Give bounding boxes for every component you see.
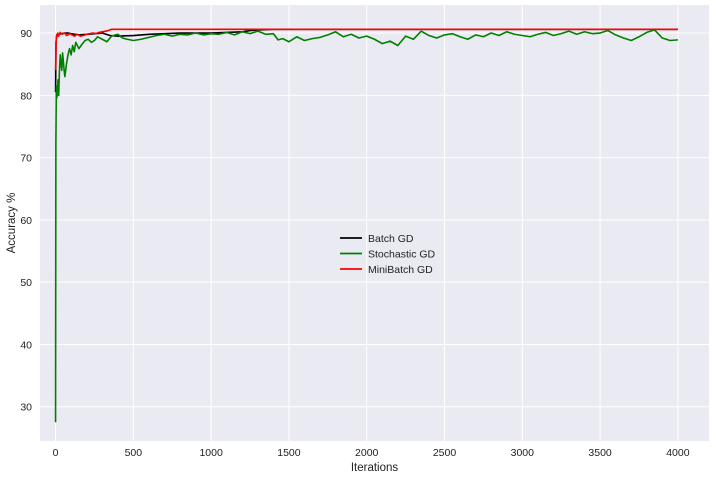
y-tick-label: 60	[20, 215, 32, 227]
x-tick-label: 2500	[433, 447, 457, 459]
x-tick-label: 0	[53, 447, 59, 459]
y-tick-label: 80	[20, 90, 32, 102]
x-tick-label: 500	[125, 447, 143, 459]
legend-label: MiniBatch GD	[368, 264, 433, 276]
y-axis-ticks: 30 40 50 60 70 80 90	[20, 28, 32, 414]
series-line-2	[54, 29, 678, 423]
y-tick-label: 90	[20, 28, 32, 40]
y-tick-label: 40	[20, 339, 32, 351]
legend-label: Stochastic GD	[368, 249, 436, 261]
series-line-3	[54, 28, 678, 71]
x-tick-label: 2000	[355, 447, 379, 459]
grid	[40, 5, 709, 441]
legend: Batch GD Stochastic GD MiniBatch GD	[340, 233, 436, 276]
x-tick-label: 3000	[511, 447, 535, 459]
y-tick-label: 50	[20, 277, 32, 289]
y-tick-label: 70	[20, 153, 32, 165]
x-tick-label: 1500	[277, 447, 301, 459]
y-tick-label: 30	[20, 402, 32, 414]
series-lines	[54, 28, 678, 423]
legend-label: Batch GD	[368, 233, 414, 245]
x-axis-label: Iterations	[351, 462, 399, 474]
plot-area	[40, 5, 709, 441]
x-axis-ticks: 0 500 1000 1500 2000 2500 3000 3500 4000	[53, 447, 690, 459]
x-tick-label: 3500	[588, 447, 612, 459]
x-tick-label: 1000	[199, 447, 223, 459]
y-axis-label: Accuracy %	[6, 193, 18, 254]
x-tick-label: 4000	[666, 447, 690, 459]
